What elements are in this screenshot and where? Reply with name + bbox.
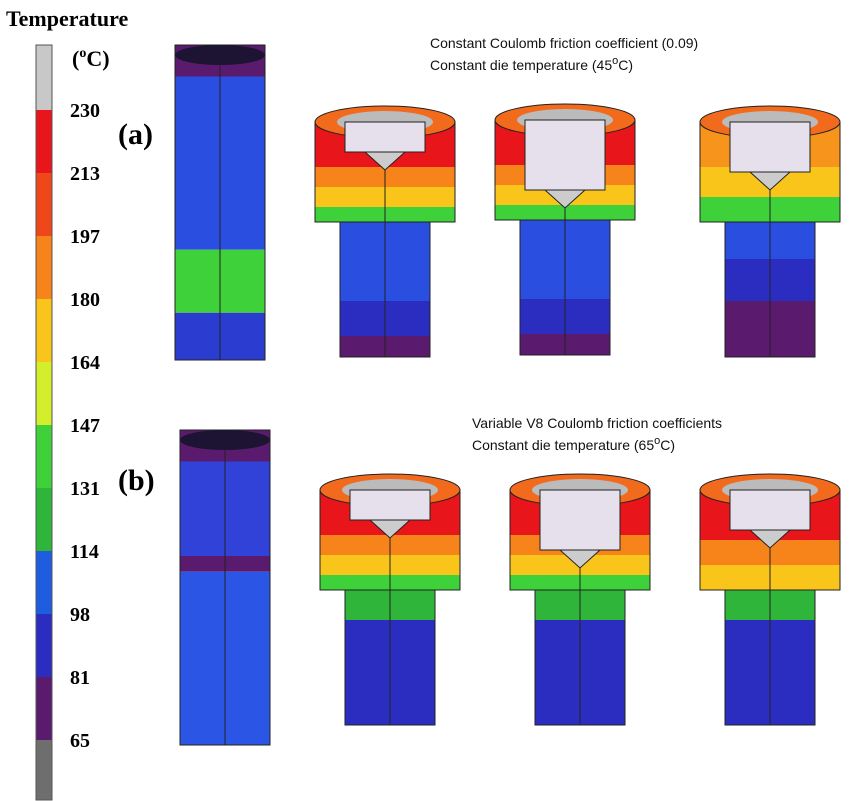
- legend-unit: (oC): [72, 46, 110, 71]
- caption-part: C): [660, 437, 675, 453]
- bar-segment: [36, 45, 52, 110]
- top: [175, 45, 265, 65]
- bar-segment: [36, 488, 52, 551]
- cavity-wall: [350, 490, 430, 520]
- unit-sup: o: [79, 46, 86, 61]
- unit-part: (: [72, 46, 79, 71]
- caption: Constant die temperature (45oC): [430, 55, 633, 73]
- caption-part: Constant die temperature (45: [430, 57, 612, 73]
- caption-part: C): [618, 57, 633, 73]
- cavity-wall: [525, 120, 605, 190]
- bar-segment: [36, 740, 52, 800]
- caption: Constant Coulomb friction coefficient (0…: [430, 35, 698, 51]
- cavity-wall: [345, 122, 425, 152]
- bar-segment: [36, 551, 52, 614]
- bar-segment: [36, 173, 52, 236]
- bar-segment: [36, 425, 52, 488]
- cavity-wall: [540, 490, 620, 550]
- caption-part: Constant die temperature (65: [472, 437, 654, 453]
- bar-label: 98: [70, 604, 90, 626]
- bar-segment: [36, 110, 52, 173]
- cavity-wall: [730, 490, 810, 530]
- bar-segment: [36, 677, 52, 740]
- bar-segment: [36, 236, 52, 299]
- legend-title: Temperature: [6, 6, 128, 31]
- bar-label: 131: [70, 478, 100, 500]
- top: [180, 430, 270, 450]
- color-bar: 230 213 197 180 164 147 131 114 98 81 65: [36, 45, 100, 800]
- figure: Temperature (oC) 23021319718016414713111…: [0, 0, 849, 801]
- caption: Constant die temperature (65oC): [472, 435, 675, 453]
- bar-label: 213: [70, 163, 100, 185]
- cavity-wall: [730, 122, 810, 172]
- bar-label: 65: [70, 730, 90, 752]
- bar-label: 197: [70, 226, 100, 248]
- caption: Variable V8 Coulomb friction coefficient…: [472, 415, 722, 431]
- bar-label: 81: [70, 667, 90, 689]
- unit-part: C): [86, 46, 109, 71]
- bar-label: 164: [70, 352, 100, 374]
- bar-label: 114: [70, 541, 99, 563]
- panel-label: (a): [118, 118, 153, 151]
- renderings: [175, 45, 840, 745]
- bar-label: 180: [70, 289, 100, 311]
- bar-segment: [36, 299, 52, 362]
- bar-label: 147: [70, 415, 100, 437]
- bar-segment: [36, 614, 52, 677]
- panel-label: (b): [118, 464, 155, 497]
- bar-label: 230: [70, 100, 100, 122]
- bar-segment: [36, 362, 52, 425]
